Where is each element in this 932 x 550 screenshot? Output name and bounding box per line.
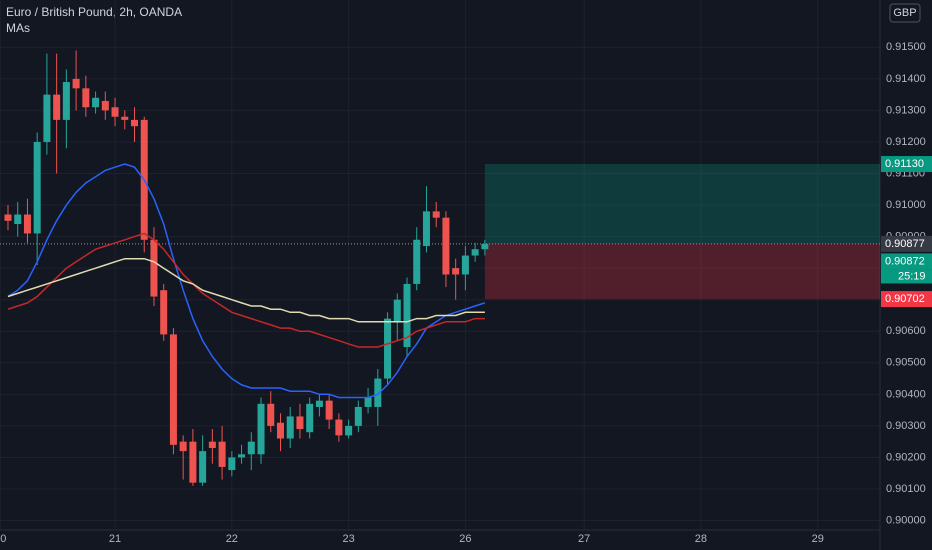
- candle-body: [199, 451, 207, 483]
- x-tick-label: 28: [695, 533, 707, 545]
- candle-body: [247, 441, 255, 455]
- y-tick-label: 0.90500: [886, 357, 926, 369]
- candle-body: [296, 416, 304, 430]
- candle-body: [325, 400, 333, 420]
- candle-body: [354, 406, 362, 426]
- candle-body: [23, 214, 31, 234]
- candle-body: [179, 441, 187, 452]
- candle-body: [452, 268, 460, 275]
- candle-body: [33, 141, 41, 234]
- y-tick-label: 0.90400: [886, 388, 926, 400]
- last-price-label: 0.90872: [885, 255, 925, 267]
- y-tick-label: 0.90300: [886, 420, 926, 432]
- y-tick-label: 0.91000: [886, 199, 926, 211]
- candle-body: [92, 97, 100, 108]
- candle-body: [276, 422, 284, 439]
- x-tick-label: 21: [109, 533, 121, 545]
- candle-body: [160, 290, 168, 335]
- moving-average: [7, 257, 485, 323]
- target-price-label-bg: [881, 156, 932, 173]
- candle-body: [130, 119, 139, 127]
- candle-body: [393, 299, 401, 322]
- countdown-bg: [881, 269, 932, 284]
- candle-body: [257, 403, 265, 455]
- candle-body: [442, 217, 450, 275]
- candle-body: [228, 457, 236, 471]
- moving-average: [7, 163, 486, 399]
- y-tick-label: 0.91200: [886, 136, 926, 148]
- currency[interactable]: GBP: [893, 7, 916, 19]
- candle-body: [364, 397, 372, 407]
- candle-body: [169, 334, 177, 445]
- y-tick-label: 0.91400: [886, 73, 926, 85]
- candle-body: [384, 318, 392, 379]
- x-tick-label: 27: [578, 533, 590, 545]
- x-tick-label: 23: [342, 533, 354, 545]
- x-tick-label: 22: [226, 533, 238, 545]
- candle-body: [413, 239, 421, 284]
- y-tick-label: 0.90600: [886, 325, 926, 337]
- candle-body: [150, 239, 158, 297]
- chart-title: Euro / British Pound, 2h, OANDA: [6, 5, 182, 19]
- profit-zone: [484, 164, 880, 244]
- candle-body: [432, 211, 440, 218]
- candle-body: [208, 441, 216, 448]
- entry-price-label: 0.90877: [885, 238, 925, 250]
- candle-body: [189, 441, 197, 483]
- candle-body: [267, 403, 275, 426]
- candle-body: [111, 107, 119, 117]
- candle-body: [101, 100, 109, 111]
- candle-body: [218, 441, 226, 467]
- y-tick-label: 0.91300: [886, 104, 926, 116]
- countdown: 25:19: [898, 270, 926, 282]
- candle-body: [82, 88, 90, 108]
- candle-body: [53, 94, 61, 120]
- entry-price-label-bg: [881, 235, 932, 252]
- target-price-label: 0.91130: [885, 158, 924, 170]
- candle-body: [14, 214, 22, 224]
- candle-body: [43, 94, 51, 142]
- candle-body: [4, 214, 12, 221]
- y-tick-label: 0.90200: [886, 451, 926, 463]
- candle-body: [62, 82, 70, 120]
- stop-price-label: 0.90702: [885, 293, 925, 305]
- candle-body: [422, 211, 430, 247]
- x-tick-label: 26: [459, 533, 471, 545]
- x-tick-label: 29: [812, 533, 824, 545]
- candle-body: [345, 425, 353, 436]
- candle-body: [374, 378, 382, 407]
- moving-average: [7, 232, 485, 348]
- candle-body: [315, 400, 323, 407]
- candle-body: [335, 419, 343, 436]
- stop-price-label-bg: [881, 291, 932, 308]
- candle-body: [286, 416, 294, 439]
- loss-zone: [484, 243, 880, 300]
- candle-body: [121, 116, 129, 120]
- candle-body: [306, 403, 314, 433]
- currency-box[interactable]: [889, 3, 921, 23]
- last-price-label-bg: [881, 253, 932, 270]
- y-tick-label: 0.90000: [886, 514, 926, 526]
- candle-body: [481, 243, 489, 250]
- y-tick-label: 0.91500: [886, 41, 926, 53]
- x-tick-label: 20: [0, 533, 6, 545]
- y-tick-label: 0.90100: [886, 483, 926, 495]
- candle-body: [471, 249, 479, 256]
- indicator-name: MAs: [6, 21, 30, 35]
- candle-body: [72, 78, 80, 89]
- candle-body: [238, 454, 246, 458]
- candle-body: [461, 255, 469, 275]
- candle-body: [403, 283, 411, 348]
